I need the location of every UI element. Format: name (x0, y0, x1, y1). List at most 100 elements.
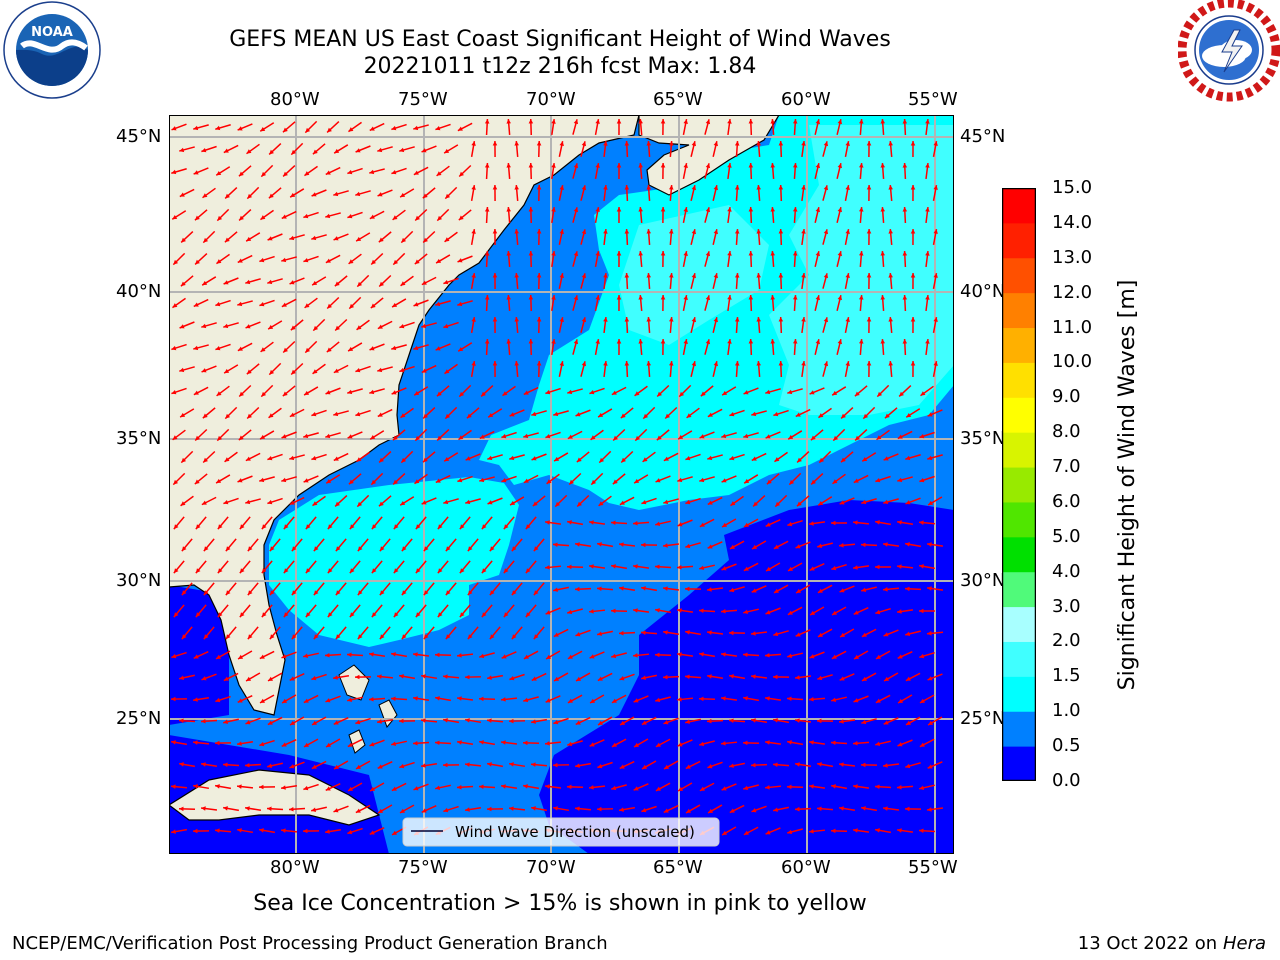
wave-direction-arrow (171, 210, 187, 220)
wave-direction-arrow (304, 297, 318, 309)
wave-direction-arrow (836, 339, 843, 355)
wave-direction-arrow (905, 497, 921, 505)
wave-direction-arrow (808, 740, 826, 745)
wave-direction-arrow (624, 228, 630, 246)
wave-direction-arrow (347, 696, 363, 702)
wave-direction-arrow (531, 672, 547, 682)
wave-direction-arrow (682, 295, 688, 311)
wave-direction-arrow (553, 410, 569, 417)
wave-direction-arrow (852, 784, 870, 789)
wave-direction-arrow (910, 272, 916, 290)
wave-direction-arrow (289, 716, 305, 726)
wave-direction-arrow (552, 762, 570, 768)
wave-direction-arrow (239, 560, 251, 574)
wave-direction-arrow (457, 475, 473, 483)
wave-direction-arrow (852, 565, 870, 570)
lon-label: 80°W (270, 89, 320, 110)
lat-label: 30°N (116, 570, 162, 591)
wave-direction-arrow (690, 141, 697, 157)
wave-direction-arrow (646, 316, 652, 334)
wave-direction-arrow (268, 142, 282, 156)
wave-direction-arrow (379, 582, 391, 596)
wave-direction-arrow (484, 206, 490, 224)
wave-direction-arrow (392, 429, 406, 441)
wave-direction-arrow (442, 762, 460, 768)
wave-direction-arrow (836, 119, 843, 135)
wave-direction-arrow (932, 228, 938, 246)
wave-direction-arrow (437, 604, 449, 618)
wave-direction-arrow (814, 295, 821, 311)
wave-direction-arrow (421, 364, 437, 374)
wave-direction-arrow (624, 140, 630, 158)
wave-direction-arrow (712, 273, 719, 289)
wave-direction-arrow (378, 495, 392, 507)
wave-direction-arrow (660, 294, 666, 312)
wave-direction-arrow (421, 497, 437, 505)
wave-direction-arrow (888, 316, 893, 334)
wave-direction-arrow (194, 209, 208, 221)
wave-direction-arrow (611, 386, 627, 396)
wave-direction-arrow (171, 123, 187, 131)
wave-direction-arrow (246, 406, 260, 420)
wave-direction-arrow (377, 146, 393, 153)
wave-direction-arrow (399, 188, 415, 198)
map-legend: Wind Wave Direction (unscaled) (402, 817, 720, 847)
wave-direction-arrow (503, 516, 515, 530)
wave-direction-arrow (509, 673, 525, 681)
wave-direction-arrow (484, 250, 490, 268)
wave-direction-arrow (195, 560, 207, 574)
wave-direction-arrow (808, 784, 826, 789)
wave-direction-arrow (748, 294, 754, 312)
wave-direction-arrow (281, 256, 297, 263)
wave-direction-arrow (778, 228, 784, 246)
wave-direction-arrow (751, 410, 767, 417)
wave-direction-arrow (434, 652, 452, 658)
colorbar-segment (1002, 606, 1036, 642)
wave-direction-arrow (795, 541, 811, 549)
wave-direction-arrow (356, 319, 370, 331)
wave-direction-arrow (575, 629, 591, 637)
wave-direction-arrow (720, 696, 738, 701)
wave-direction-arrow (638, 206, 643, 224)
wave-direction-arrow (927, 496, 943, 506)
wave-direction-arrow (773, 630, 789, 637)
wave-direction-arrow (646, 140, 652, 158)
wave-direction-arrow (727, 118, 732, 136)
wave-direction-arrow (925, 118, 930, 136)
wave-direction-arrow (311, 716, 327, 726)
wave-direction-arrow (551, 294, 556, 312)
wave-direction-arrow (457, 122, 473, 132)
wave-direction-arrow (348, 296, 362, 310)
wave-direction-arrow (435, 254, 451, 264)
wave-direction-arrow (866, 228, 872, 246)
wave-direction-arrow (528, 206, 534, 224)
wave-direction-arrow (707, 761, 723, 769)
wave-direction-arrow (801, 228, 806, 246)
wave-direction-arrow (770, 250, 775, 268)
wave-direction-arrow (268, 407, 282, 419)
wave-direction-arrow (588, 564, 606, 569)
wave-direction-arrow (904, 586, 922, 592)
wave-direction-arrow (748, 162, 754, 180)
colorbar-tick-label: 3.0 (1052, 595, 1081, 617)
wave-direction-arrow (750, 631, 768, 636)
region-0-0.5m-gulf (169, 585, 229, 725)
wave-direction-arrow (918, 608, 936, 614)
wave-direction-arrow (756, 228, 761, 246)
wave-direction-arrow (770, 162, 775, 180)
wave-direction-arrow (444, 406, 458, 420)
wave-direction-arrow (391, 740, 407, 746)
land-cuba (169, 769, 381, 826)
wave-direction-arrow (852, 520, 870, 525)
wave-direction-arrow (420, 674, 438, 680)
wave-direction-arrow (456, 696, 474, 701)
wave-direction-arrow (312, 143, 326, 155)
wave-direction-arrow (836, 163, 843, 179)
wave-direction-arrow (729, 540, 745, 550)
wave-direction-arrow (333, 190, 349, 197)
wave-direction-arrow (436, 385, 450, 397)
wave-direction-arrow (589, 739, 605, 747)
wave-direction-arrow (590, 472, 604, 486)
wave-direction-arrow (660, 162, 666, 180)
wave-direction-arrow (492, 360, 498, 378)
